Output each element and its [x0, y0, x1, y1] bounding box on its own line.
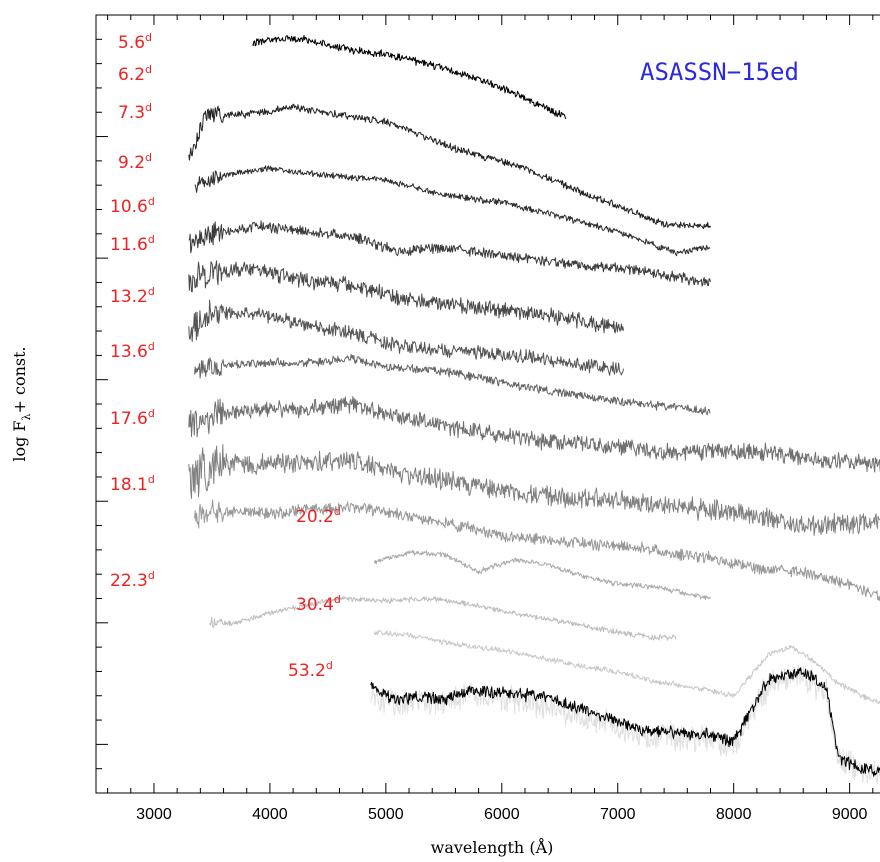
epoch-value: 5.6: [118, 33, 145, 53]
x-tick-label: 5000: [368, 806, 404, 823]
epoch-value: 22.3: [110, 571, 148, 591]
epoch-unit: d: [334, 505, 341, 518]
series-line-53-2-smoothed-: [370, 667, 880, 777]
epoch-labels: 5.6d6.2d7.3d9.2d10.6d11.6d13.2d13.6d17.6…: [110, 31, 341, 681]
epoch-value: 53.2: [288, 661, 326, 681]
epoch-unit: d: [145, 151, 152, 164]
x-tick-label: 8000: [716, 806, 752, 823]
epoch-value: 30.4: [296, 595, 334, 615]
epoch-label: 53.2d: [288, 659, 333, 681]
epoch-label: 7.3d: [118, 101, 152, 123]
x-tick-label: 7000: [600, 806, 636, 823]
epoch-unit: d: [326, 659, 333, 672]
x-tick-label: 4000: [252, 806, 288, 823]
series-line-18-1: [194, 499, 880, 602]
y-axis-title: log Fλ+ const.: [10, 346, 33, 461]
epoch-label: 9.2d: [118, 151, 152, 173]
series-line-22-3: [209, 595, 677, 641]
epoch-unit: d: [148, 195, 155, 208]
epoch-value: 18.1: [110, 475, 148, 495]
series-line-11-6: [188, 299, 624, 376]
series-line-17-6: [188, 444, 880, 536]
epoch-value: 6.2: [118, 65, 145, 85]
epoch-value: 13.6: [110, 342, 148, 362]
epoch-label: 17.6d: [110, 407, 155, 429]
epoch-label: 30.4d: [296, 593, 341, 615]
epoch-unit: d: [148, 285, 155, 298]
series-line-53-2-raw-: [370, 664, 880, 785]
series-line-13-6: [188, 396, 880, 473]
y-axis-title-tail: + const.: [10, 346, 29, 413]
epoch-label: 18.1d: [110, 473, 155, 495]
epoch-unit: d: [148, 407, 155, 420]
epoch-label: 13.6d: [110, 340, 155, 362]
epoch-unit: d: [145, 31, 152, 44]
chart-title: ASASSN−15ed: [640, 58, 799, 86]
series-line-20-2: [373, 549, 711, 601]
y-axis-title-subscript: λ: [20, 413, 33, 420]
epoch-label: 13.2d: [110, 285, 155, 307]
epoch-label: 5.6d: [118, 31, 152, 53]
series-line-6-2: [188, 103, 711, 229]
plot-frame: [95, 14, 880, 794]
epoch-value: 7.3: [118, 103, 145, 123]
epoch-unit: d: [148, 233, 155, 246]
epoch-unit: d: [148, 473, 155, 486]
epoch-unit: d: [334, 593, 341, 606]
plot-axes: [95, 14, 880, 794]
epoch-label: 11.6d: [110, 233, 155, 255]
series-line-30-4: [373, 630, 880, 705]
x-axis-title: wavelength (Å): [431, 837, 554, 857]
y-axis-title-main: log F: [10, 420, 29, 461]
series-layer: [188, 34, 880, 785]
epoch-value: 9.2: [118, 153, 145, 173]
epoch-unit: d: [145, 63, 152, 76]
series-line-5-6: [252, 34, 567, 120]
epoch-label: 10.6d: [110, 195, 155, 217]
epoch-value: 20.2: [296, 507, 334, 527]
epoch-unit: d: [148, 340, 155, 353]
epoch-value: 11.6: [110, 235, 148, 255]
series-line-9-2: [188, 220, 711, 287]
epoch-label: 22.3d: [110, 569, 155, 591]
epoch-value: 13.2: [110, 287, 148, 307]
series-line-13-2: [194, 353, 711, 416]
epoch-value: 17.6: [110, 409, 148, 429]
epoch-label: 6.2d: [118, 63, 152, 85]
series-line-10-6: [188, 260, 624, 334]
x-tick-label: 9000: [832, 806, 868, 823]
epoch-value: 10.6: [110, 197, 148, 217]
epoch-unit: d: [148, 569, 155, 582]
x-tick-label: 3000: [136, 806, 172, 823]
ticks-layer: 3000 4000 5000 6000 7000 8000 9000: [96, 15, 874, 823]
series-line-7-3: [194, 165, 711, 257]
epoch-label: 20.2d: [296, 505, 341, 527]
epoch-unit: d: [145, 101, 152, 114]
x-tick-label: 6000: [484, 806, 520, 823]
